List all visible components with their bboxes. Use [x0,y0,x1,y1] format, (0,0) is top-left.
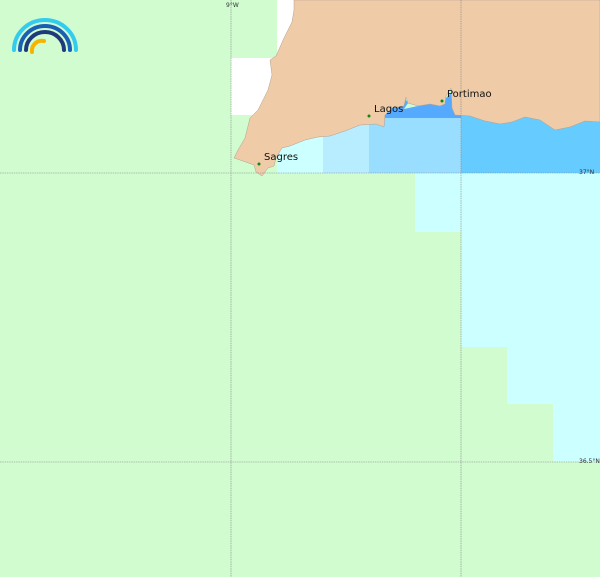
land-portugal [233,0,600,177]
city-marker-lagos [367,114,371,118]
city-marker-sagres [257,162,261,166]
place-label-portimao[interactable]: Portimao [447,89,492,100]
place-label-sagres[interactable]: Sagres [264,152,298,163]
lat-label-36-5n: 36.5°N [579,458,600,465]
bay-water [384,92,461,118]
lat-label-37n: 37°N [579,169,594,176]
lon-label-9w: 9°W [226,2,239,9]
rainbow-arc-logo-icon [12,18,78,54]
city-marker-portimao [440,99,444,103]
place-label-lagos[interactable]: Lagos [374,104,403,115]
